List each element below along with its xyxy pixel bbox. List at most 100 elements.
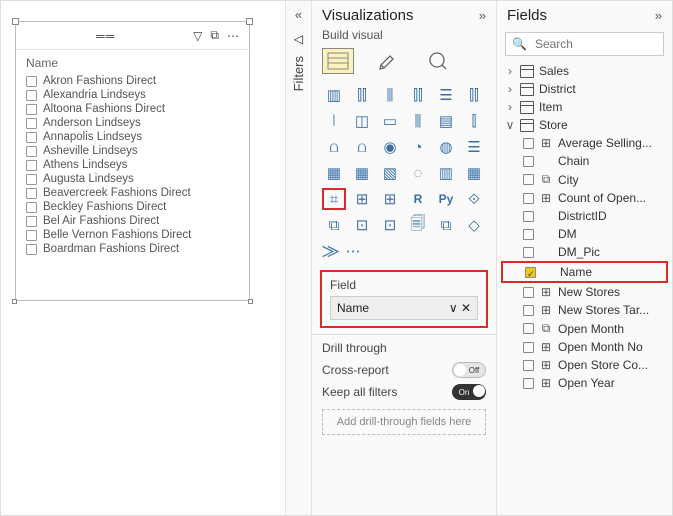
field-name[interactable]: Name bbox=[501, 261, 668, 283]
viz-type-icon[interactable]: ☰ bbox=[462, 136, 486, 158]
more-icon[interactable]: ⋯ bbox=[227, 29, 239, 43]
checkbox-icon[interactable] bbox=[525, 267, 536, 278]
viz-type-icon[interactable]: R bbox=[406, 188, 430, 210]
checkbox-icon[interactable] bbox=[26, 230, 37, 241]
filter-icon[interactable]: ▽ bbox=[193, 29, 202, 43]
collapse-viz-icon[interactable]: » bbox=[479, 8, 486, 23]
field-count-of-open-[interactable]: ⊞Count of Open... bbox=[501, 189, 668, 207]
table-item[interactable]: ›Item bbox=[501, 98, 668, 116]
viz-type-icon[interactable]: ⧉ bbox=[322, 214, 346, 236]
slicer-visual[interactable]: ══ ▽ ⧉ ⋯ Name Akron Fashions DirectAlexa… bbox=[15, 21, 250, 301]
viz-type-icon[interactable]: ◫ bbox=[350, 110, 374, 132]
table-district[interactable]: ›District bbox=[501, 80, 668, 98]
viz-type-icon[interactable]: ▥ bbox=[322, 84, 346, 106]
checkbox-icon[interactable] bbox=[523, 193, 534, 204]
viz-type-icon[interactable]: ⊞ bbox=[378, 188, 402, 210]
report-canvas[interactable]: ══ ▽ ⧉ ⋯ Name Akron Fashions DirectAlexa… bbox=[1, 1, 286, 515]
slicer-item[interactable]: Beckley Fashions Direct bbox=[26, 200, 239, 214]
slicer-item[interactable]: Annapolis Lindseys bbox=[26, 130, 239, 144]
checkbox-icon[interactable] bbox=[26, 174, 37, 185]
field-dm-pic[interactable]: DM_Pic bbox=[501, 243, 668, 261]
viz-type-icon[interactable]: 🗐 bbox=[406, 214, 430, 236]
viz-type-icon[interactable]: Py bbox=[434, 188, 458, 210]
checkbox-icon[interactable] bbox=[26, 244, 37, 255]
viz-type-icon[interactable]: ▦ bbox=[322, 162, 346, 184]
tab-analytics[interactable] bbox=[422, 48, 454, 74]
field-chip-actions[interactable]: ∨ ✕ bbox=[449, 301, 471, 315]
viz-type-icon[interactable]: ◌ bbox=[406, 162, 430, 184]
checkbox-icon[interactable] bbox=[26, 104, 37, 115]
viz-type-icon[interactable]: ⫿⫿ bbox=[350, 84, 374, 106]
viz-type-icon[interactable]: ⩍ bbox=[350, 136, 374, 158]
viz-type-icon[interactable]: ⫿ bbox=[462, 110, 486, 132]
viz-type-icon[interactable]: ⫿⫿ bbox=[406, 84, 430, 106]
slicer-item[interactable]: Athens Lindseys bbox=[26, 158, 239, 172]
field-open-year[interactable]: ⊞Open Year bbox=[501, 374, 668, 392]
checkbox-icon[interactable] bbox=[523, 360, 534, 371]
viz-type-icon[interactable]: ▤ bbox=[434, 110, 458, 132]
tab-build-visual[interactable] bbox=[322, 48, 354, 74]
slicer-item[interactable]: Akron Fashions Direct bbox=[26, 74, 239, 88]
slicer-item[interactable]: Augusta Lindseys bbox=[26, 172, 239, 186]
viz-type-icon[interactable]: ⫼ bbox=[406, 110, 430, 132]
checkbox-icon[interactable] bbox=[523, 305, 534, 316]
viz-type-icon[interactable]: ⫼ bbox=[378, 84, 402, 106]
field-new-stores[interactable]: ⊞New Stores bbox=[501, 283, 668, 301]
field-dm[interactable]: DM bbox=[501, 225, 668, 243]
field-chain[interactable]: Chain bbox=[501, 152, 668, 170]
keep-all-filters-toggle[interactable]: On bbox=[452, 384, 486, 400]
checkbox-icon[interactable] bbox=[523, 229, 534, 240]
fields-search[interactable]: 🔍 bbox=[505, 32, 664, 56]
viz-type-icon[interactable]: ☰ bbox=[434, 84, 458, 106]
viz-type-icon[interactable]: ▧ bbox=[378, 162, 402, 184]
viz-type-icon[interactable]: ▭ bbox=[378, 110, 402, 132]
checkbox-icon[interactable] bbox=[26, 216, 37, 227]
checkbox-icon[interactable] bbox=[523, 247, 534, 258]
focus-icon[interactable]: ⧉ bbox=[210, 28, 219, 43]
checkbox-icon[interactable] bbox=[26, 118, 37, 129]
viz-type-icon[interactable]: ⊡ bbox=[350, 214, 374, 236]
checkbox-icon[interactable] bbox=[26, 146, 37, 157]
table-sales[interactable]: ›Sales bbox=[501, 62, 668, 80]
viz-type-icon[interactable]: ⌗ bbox=[322, 188, 346, 210]
chevron-right-icon[interactable]: › bbox=[505, 82, 515, 96]
slicer-item[interactable]: Asheville Lindseys bbox=[26, 144, 239, 158]
more-visuals-icon[interactable]: ⨠ bbox=[322, 243, 340, 260]
viz-type-icon[interactable]: ⩍ bbox=[322, 136, 346, 158]
viz-type-icon[interactable]: ⦚ bbox=[322, 110, 346, 132]
checkbox-icon[interactable] bbox=[523, 378, 534, 389]
checkbox-icon[interactable] bbox=[26, 160, 37, 171]
tab-format-visual[interactable] bbox=[372, 48, 404, 74]
viz-type-icon[interactable]: ◍ bbox=[434, 136, 458, 158]
checkbox-icon[interactable] bbox=[523, 156, 534, 167]
checkbox-icon[interactable] bbox=[523, 342, 534, 353]
viz-type-icon[interactable]: ⫿⫿ bbox=[462, 84, 486, 106]
drill-through-drop-zone[interactable]: Add drill-through fields here bbox=[322, 409, 486, 435]
viz-type-icon[interactable]: ⧉ bbox=[434, 214, 458, 236]
slicer-item[interactable]: Anderson Lindseys bbox=[26, 116, 239, 130]
checkbox-icon[interactable] bbox=[26, 202, 37, 213]
viz-type-icon[interactable]: ◔ bbox=[406, 136, 430, 158]
slicer-item[interactable]: Boardman Fashions Direct bbox=[26, 242, 239, 256]
field-open-month[interactable]: ⧉Open Month bbox=[501, 319, 668, 338]
field-new-stores-tar-[interactable]: ⊞New Stores Tar... bbox=[501, 301, 668, 319]
chevron-right-icon[interactable]: › bbox=[505, 64, 515, 78]
slicer-item[interactable]: Belle Vernon Fashions Direct bbox=[26, 228, 239, 242]
chevron-down-icon[interactable]: ∨ bbox=[505, 118, 515, 132]
checkbox-icon[interactable] bbox=[523, 323, 534, 334]
slicer-item[interactable]: Beavercreek Fashions Direct bbox=[26, 186, 239, 200]
search-input[interactable] bbox=[533, 36, 673, 52]
filters-icon[interactable]: ◁ bbox=[294, 32, 303, 46]
slicer-item[interactable]: Altoona Fashions Direct bbox=[26, 102, 239, 116]
slicer-item[interactable]: Alexandria Lindseys bbox=[26, 88, 239, 102]
viz-type-icon[interactable]: ◇ bbox=[462, 214, 486, 236]
collapse-fields-icon[interactable]: » bbox=[655, 8, 662, 23]
chevron-right-icon[interactable]: › bbox=[505, 100, 515, 114]
viz-type-icon[interactable]: ▦ bbox=[462, 162, 486, 184]
collapse-icon[interactable]: « bbox=[295, 7, 302, 22]
checkbox-icon[interactable] bbox=[523, 211, 534, 222]
filters-pane-collapsed[interactable]: « ◁ Filters bbox=[286, 1, 312, 515]
viz-type-icon[interactable]: ⟐ bbox=[462, 188, 486, 210]
table-store[interactable]: ∨Store bbox=[501, 116, 668, 134]
field-city[interactable]: ⧉City bbox=[501, 170, 668, 189]
